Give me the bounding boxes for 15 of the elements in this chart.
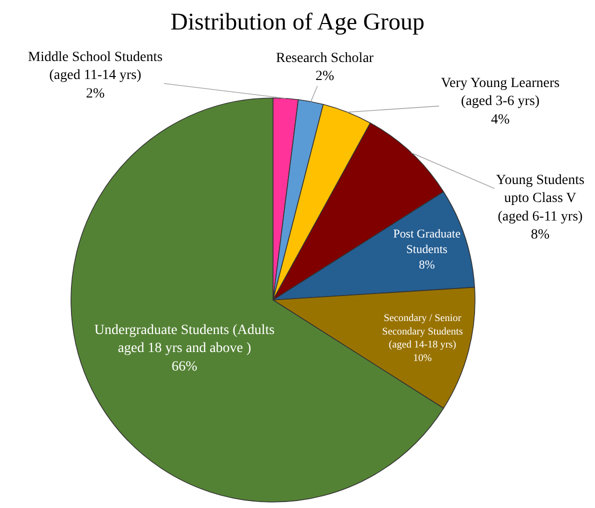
data-label: 2% bbox=[86, 86, 105, 102]
data-label: 4% bbox=[490, 112, 510, 128]
data-label: 66% bbox=[172, 359, 198, 374]
data-label: 2% bbox=[315, 69, 334, 84]
slice-label: Research Scholar bbox=[276, 51, 374, 66]
slice-label: Secondary / Senior Secondary Students (aged 14-18 yrs) bbox=[382, 313, 463, 351]
data-label: 8% bbox=[418, 258, 435, 272]
slice-label: Very Young Learners (aged 3-6 yrs) bbox=[441, 76, 560, 110]
slice-label: Post Graduate Students bbox=[393, 226, 461, 256]
data-label: 10% bbox=[413, 352, 432, 364]
slice-label: Young Students upto Class V (aged 6-11 yrs) bbox=[496, 173, 584, 224]
slice-label: Middle School Students (aged 11-14 yrs) bbox=[28, 50, 163, 84]
data-label: 8% bbox=[530, 228, 550, 243]
chart-title: Distribution of Age Group bbox=[170, 10, 424, 36]
slice-label: Undergraduate Students (Adults aged 18 yrs and above ) bbox=[94, 322, 275, 356]
